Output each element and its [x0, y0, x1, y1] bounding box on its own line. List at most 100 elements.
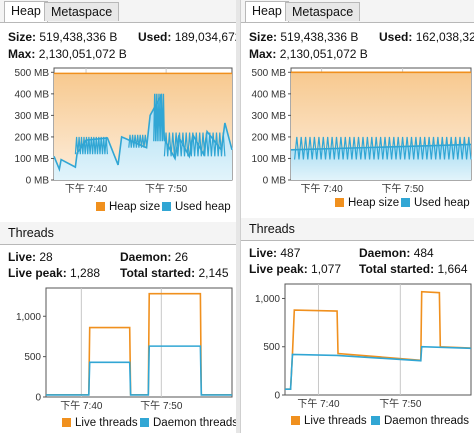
y-tick-label: 1,000: [16, 312, 41, 323]
tab-heap[interactable]: Heap: [4, 1, 48, 22]
used-stat: Used: 189,034,672 B: [138, 30, 236, 44]
max-label: Max:: [8, 47, 36, 61]
tab-metaspace[interactable]: Metaspace: [285, 2, 361, 21]
threads-section: Threads Live: 28 Daemon: 26 Live peak: 1…: [0, 222, 236, 429]
x-tick-label: 下午 7:50: [140, 399, 183, 412]
y-tick-label: 1,000: [255, 294, 280, 305]
legend-label: Heap size: [348, 197, 399, 209]
peak-value: 1,288: [70, 266, 101, 280]
legend-swatch: [371, 416, 380, 425]
used-heap-gc-oscillation: [74, 136, 108, 155]
legend-swatch: [96, 202, 105, 211]
legend-label: Live threads: [75, 417, 138, 429]
legend-swatch: [140, 418, 149, 427]
peak-stat: Live peak: 1,288: [8, 266, 100, 280]
legend-label: Live threads: [304, 415, 367, 427]
legend-swatch: [335, 198, 344, 207]
total-value: 1,664: [437, 262, 468, 276]
used-heap-gc-oscillation: [128, 134, 148, 148]
y-tick-label: 200 MB: [15, 132, 50, 143]
threads-section: Threads Live: 487 Daemon: 484 Live peak:…: [241, 218, 474, 427]
series-line-1: [53, 93, 233, 173]
x-tick-label: 下午 7:50: [379, 397, 422, 410]
tab-heap[interactable]: Heap: [245, 1, 289, 22]
used-label: Used:: [379, 30, 413, 44]
total-stat: Total started: 1,664: [359, 262, 468, 276]
legend-label: Used heap: [175, 201, 231, 213]
total-label: Total started:: [359, 262, 435, 276]
y-tick-label: 0 MB: [26, 176, 50, 187]
threads-header: Threads: [241, 218, 474, 241]
x-tick-label: 下午 7:50: [381, 182, 424, 195]
used-value: 162,038,320 B: [415, 30, 474, 44]
size-value: 519,438,336 B: [280, 30, 359, 44]
used-heap-gc-oscillation: [153, 93, 165, 142]
threads-stats: Live: 28 Daemon: 26 Live peak: 1,288 Tot…: [0, 245, 236, 283]
series-line-1: [285, 345, 472, 391]
y-tick-label: 400 MB: [252, 89, 287, 100]
threads-header: Threads: [0, 222, 236, 245]
peak-value: 1,077: [311, 262, 342, 276]
size-label: Size:: [249, 30, 278, 44]
x-tick-label: 下午 7:40: [60, 399, 103, 412]
memory-stats: Size: 519,438,336 B Used: 189,034,672 B …: [0, 23, 236, 61]
plot-area: [45, 287, 233, 398]
used-heap-gc-oscillation: [294, 136, 472, 160]
y-tick-label: 400 MB: [15, 89, 50, 100]
total-value: 2,145: [198, 266, 229, 280]
threads-chart: 下午 7:40 下午 7:50 1,000 500 0 Live threads Daemo…: [255, 283, 472, 427]
heap-chart: 下午 7:40 下午 7:50 500 MB 400 MB 300 MB 200 MB 10…: [15, 67, 233, 213]
y-tick-label: 300 MB: [15, 111, 50, 122]
max-stat: Max: 2,130,051,072 B: [8, 47, 127, 61]
x-tick-label: 下午 7:40: [300, 182, 343, 195]
memory-section: Heap Metaspace Size: 519,438,336 B Used:…: [0, 0, 236, 213]
legend-label: Daemon threads: [153, 417, 236, 429]
series-line-1: [46, 345, 232, 396]
used-stat: Used: 162,038,320 B: [379, 30, 474, 44]
max-label: Max:: [249, 47, 277, 61]
y-tick-label: 500: [24, 352, 41, 363]
peak-stat: Live peak: 1,077: [249, 262, 341, 276]
y-tick-label: 500 MB: [15, 68, 50, 79]
threads-chart: 下午 7:40 下午 7:50 1,000 500 0 Live threads Daemo…: [16, 287, 236, 429]
tab-metaspace[interactable]: Metaspace: [44, 2, 120, 21]
left-monitor-pane: Heap Metaspace Size: 519,438,336 B Used:…: [0, 0, 236, 433]
y-tick-label: 100 MB: [15, 154, 50, 165]
daemon-stat: Daemon: 484: [359, 246, 434, 260]
daemon-stat: Daemon: 26: [120, 250, 188, 264]
series-area-1: [54, 96, 232, 180]
legend-swatch: [162, 202, 171, 211]
memory-stats: Size: 519,438,336 B Used: 162,038,320 B …: [241, 23, 474, 61]
used-heap-gc-oscillation: [163, 132, 226, 157]
heap-chart: 下午 7:40 下午 7:50 500 MB 400 MB 300 MB 200 MB 10…: [252, 67, 472, 209]
y-tick-label: 0: [274, 391, 280, 402]
plot-area: [284, 283, 472, 396]
size-value: 519,438,336 B: [39, 30, 118, 44]
daemon-label: Daemon:: [120, 250, 172, 264]
max-value: 2,130,051,072 B: [279, 47, 368, 61]
x-tick-label: 下午 7:40: [297, 397, 340, 410]
legend-label: Daemon threads: [384, 415, 469, 427]
peak-label: Live peak:: [8, 266, 67, 280]
legend-swatch: [401, 198, 410, 207]
used-label: Used:: [138, 30, 172, 44]
y-tick-label: 0: [35, 393, 41, 404]
y-tick-label: 0 MB: [263, 176, 287, 187]
peak-label: Live peak:: [249, 262, 308, 276]
size-stat: Size: 519,438,336 B: [8, 30, 117, 44]
pane-divider[interactable]: [236, 0, 240, 433]
threads-stats: Live: 487 Daemon: 484 Live peak: 1,077 T…: [241, 241, 474, 279]
right-monitor-pane: Heap Metaspace Size: 519,438,336 B Used:…: [240, 0, 474, 433]
x-tick-label: 下午 7:50: [145, 182, 188, 195]
max-stat: Max: 2,130,051,072 B: [249, 47, 368, 61]
used-value: 189,034,672 B: [174, 30, 236, 44]
y-tick-label: 300 MB: [252, 111, 287, 122]
x-tick-label: 下午 7:40: [65, 182, 108, 195]
memory-section: Heap Metaspace Size: 519,438,336 B Used:…: [241, 0, 474, 209]
y-tick-label: 100 MB: [252, 154, 287, 165]
y-tick-label: 500 MB: [252, 68, 287, 79]
daemon-label: Daemon:: [359, 246, 411, 260]
daemon-value: 484: [413, 246, 434, 260]
max-value: 2,130,051,072 B: [38, 47, 127, 61]
live-value: 487: [280, 246, 301, 260]
